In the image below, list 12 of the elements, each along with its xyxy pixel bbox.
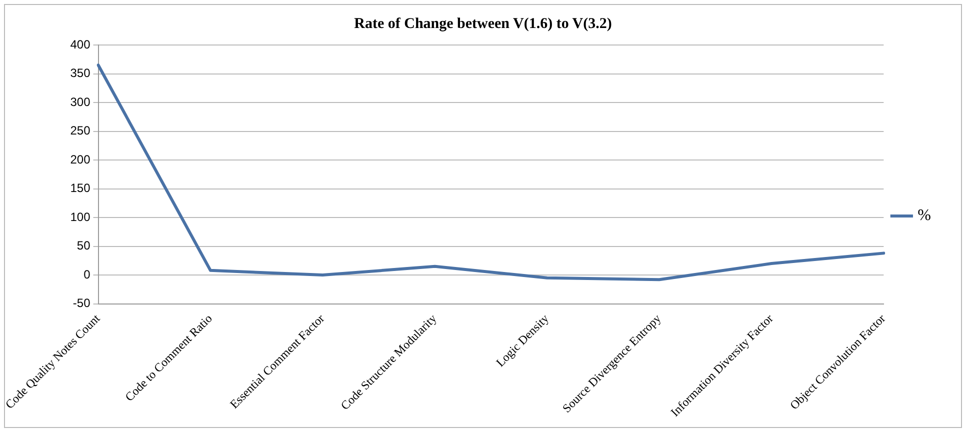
y-tick-label: 350 <box>70 66 91 80</box>
y-tick-label: 150 <box>70 181 91 196</box>
y-tick-label: 300 <box>70 94 91 109</box>
y-tick-label: 250 <box>70 124 91 138</box>
legend-label: % <box>918 207 931 224</box>
y-tick-label: 400 <box>70 37 91 52</box>
y-tick-label: 50 <box>76 238 91 253</box>
y-tick-label: -50 <box>72 296 91 310</box>
y-tick-label: 100 <box>70 210 91 224</box>
y-tick-label: 200 <box>70 152 91 166</box>
chart-title: Rate of Change between V(1.6) to V(3.2) <box>354 16 612 32</box>
y-tick-label: 0 <box>84 267 91 282</box>
